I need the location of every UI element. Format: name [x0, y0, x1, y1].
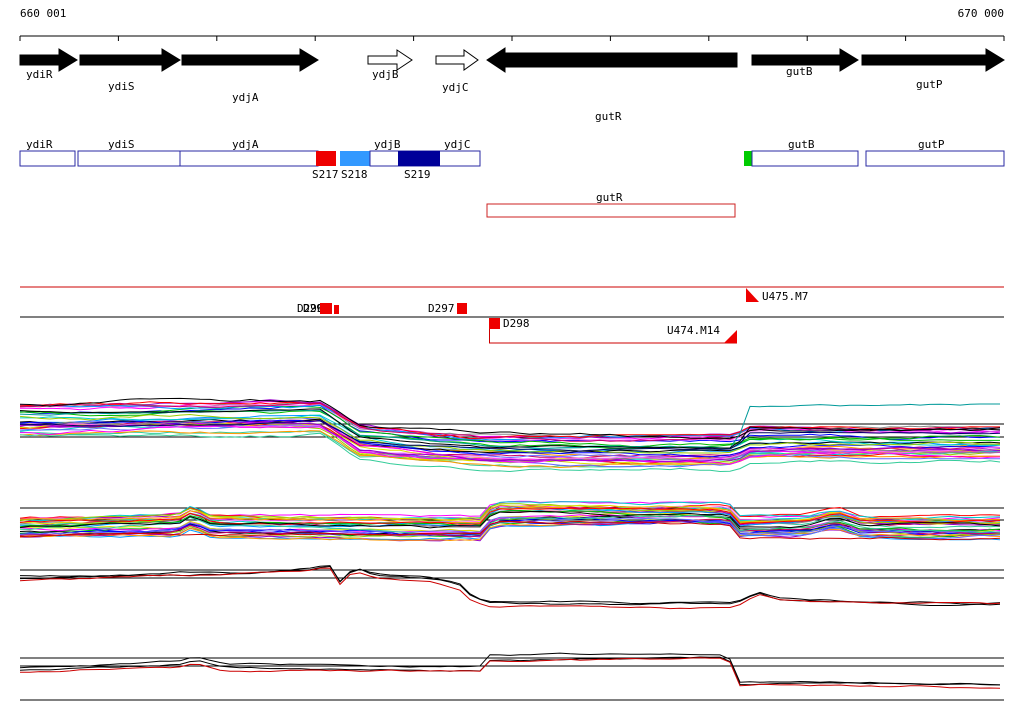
transcript-label-gutR: gutR: [596, 191, 623, 204]
gene-box-track: ydiR ydiS ydjA ydjB ydjC gutB gutP S217 …: [19, 138, 1005, 181]
gene-label-ydjB: ydjB: [372, 68, 399, 81]
segment-s219[interactable]: [398, 151, 440, 166]
expression-trace: [19, 408, 1001, 449]
gene-arrow-ydjB[interactable]: [367, 49, 413, 71]
coordinate-start: 660 001: [20, 7, 66, 20]
expression-trace: [19, 501, 1001, 522]
gene-arrow-ydiS[interactable]: [79, 48, 181, 72]
expression-trace: [19, 511, 1001, 529]
expression-trace-panels: [19, 36, 1005, 701]
marker-box-d295[interactable]: [334, 305, 339, 314]
gene-arrow-ydjC[interactable]: [435, 49, 479, 71]
expression-trace: [19, 503, 1001, 525]
box-label-ydjA: ydjA: [232, 138, 259, 151]
box-label-ydiS: ydiS: [108, 138, 135, 151]
expression-trace: [19, 509, 1001, 532]
segment-label-s218: S218: [341, 168, 368, 181]
expression-trace: [19, 657, 1001, 689]
marker-flag-u474[interactable]: [724, 330, 737, 343]
marker-label-u474: U474.M14: [667, 324, 720, 337]
marker-flag-u475[interactable]: [746, 288, 759, 302]
expression-trace: [19, 567, 1001, 610]
gene-arrow-gutB[interactable]: [751, 48, 859, 72]
transcript-box-gutR[interactable]: [486, 203, 736, 218]
gene-label-ydjA: ydjA: [232, 91, 259, 104]
expression-trace: [19, 516, 1001, 535]
expression-trace: [20, 425, 1001, 465]
box-label-gutP: gutP: [918, 138, 945, 151]
box-label-ydjB: ydjB: [374, 138, 401, 151]
gene-box-gutB[interactable]: [751, 150, 859, 167]
expression-trace: [19, 565, 1001, 606]
expression-trace: [19, 432, 1001, 473]
gene-box-ydjA[interactable]: [179, 150, 319, 167]
gene-box-gutP[interactable]: [865, 150, 1005, 167]
marker-label-d298: D298: [503, 317, 530, 330]
marker-box-d297[interactable]: [457, 303, 467, 314]
gene-arrow-ydiR[interactable]: [19, 48, 78, 72]
gene-label-ydjC: ydjC: [442, 81, 469, 94]
gene-label-ydiR: ydiR: [26, 68, 53, 81]
segment-s217[interactable]: [316, 151, 336, 166]
expression-trace: [19, 520, 1001, 541]
gene-arrow-gutR[interactable]: [486, 47, 738, 73]
gene-arrow-ydjA[interactable]: [181, 48, 319, 72]
gene-arrow-track: ydiR ydiS ydjA ydjB ydjC gutR gutB gutP: [19, 47, 1005, 123]
marker-track: U475.M7 D296 D295 D297 D298 U474.M14: [20, 286, 1004, 344]
expression-trace: [19, 418, 1001, 454]
transcript-track: gutR: [486, 191, 736, 218]
expression-trace: [19, 413, 1001, 454]
expression-trace: [19, 397, 1001, 440]
box-label-gutB: gutB: [788, 138, 815, 151]
segment-green[interactable]: [744, 151, 752, 166]
marker-box-d298[interactable]: [489, 318, 500, 329]
marker-label-d297: D297: [428, 302, 455, 315]
expression-trace: [20, 420, 1001, 452]
segment-s218[interactable]: [340, 151, 370, 166]
gene-box-ydiS[interactable]: [77, 150, 181, 167]
marker-box-d296[interactable]: [320, 303, 332, 314]
gene-box-ydiR[interactable]: [19, 150, 76, 167]
expression-trace: [19, 656, 1001, 686]
gene-label-ydiS: ydiS: [108, 80, 135, 93]
expression-trace: [19, 421, 1001, 462]
coordinate-end: 670 000: [958, 7, 1004, 20]
expression-trace: [19, 403, 1001, 441]
segment-label-s217: S217: [312, 168, 339, 181]
gene-arrow-gutP[interactable]: [861, 48, 1005, 72]
box-label-ydiR: ydiR: [26, 138, 53, 151]
gene-label-gutR: gutR: [595, 110, 622, 123]
expression-trace: [19, 517, 1001, 537]
expression-trace: [19, 405, 1001, 448]
gene-label-gutP: gutP: [916, 78, 943, 91]
expression-trace: [19, 520, 1001, 542]
segment-label-s219: S219: [404, 168, 431, 181]
gene-label-gutB: gutB: [786, 65, 813, 78]
expression-trace: [19, 507, 1001, 525]
marker-label-d296: D296: [297, 302, 324, 315]
marker-label-u475: U475.M7: [762, 290, 808, 303]
expression-trace: [19, 565, 1001, 605]
box-label-ydjC: ydjC: [444, 138, 471, 151]
expression-trace: [19, 652, 1000, 686]
